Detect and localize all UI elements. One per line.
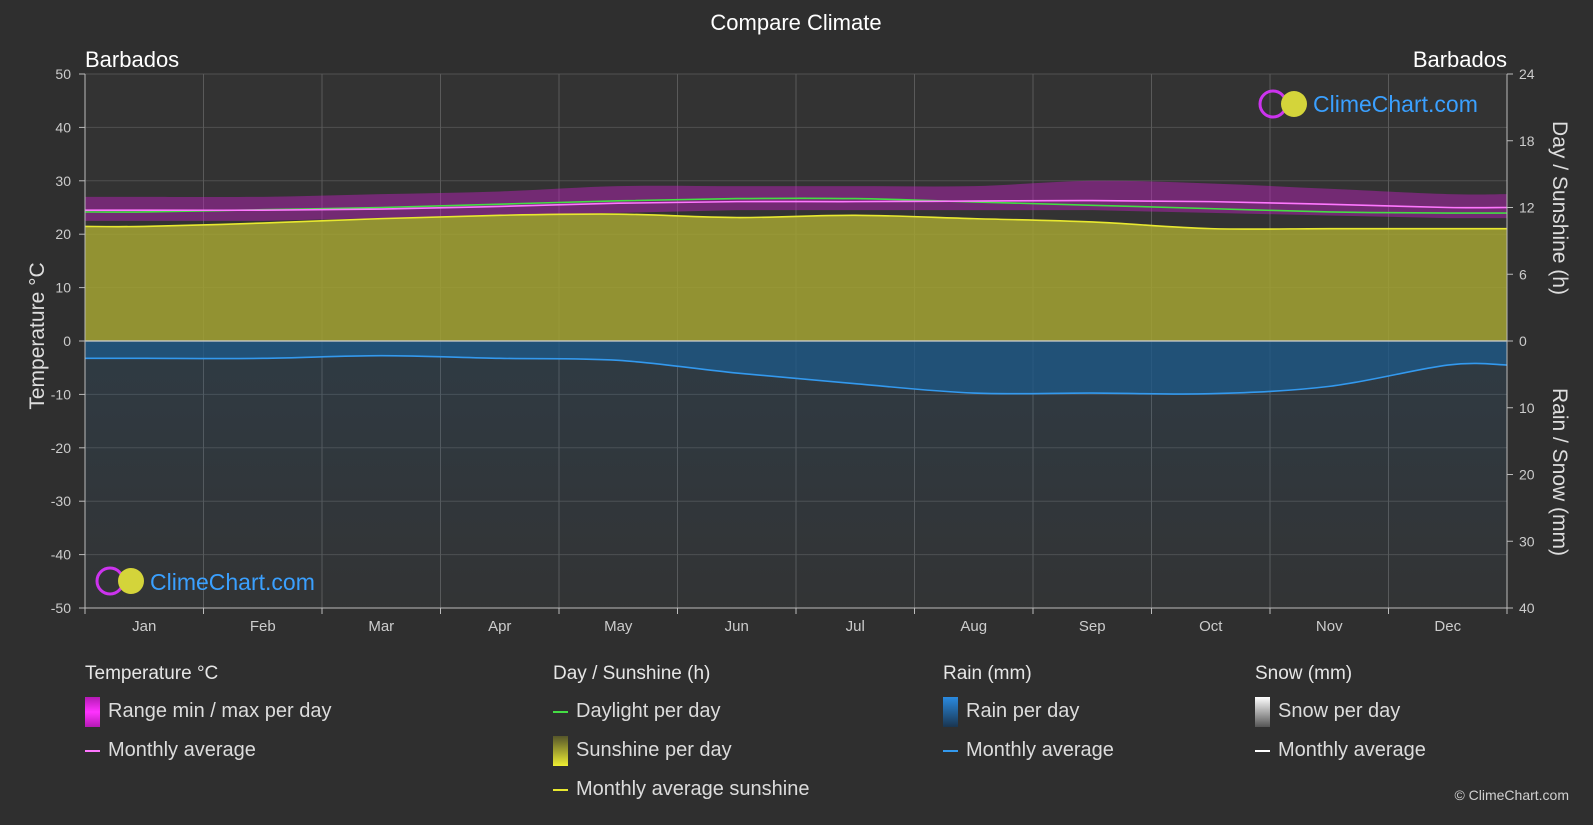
y-right-top-label: Day / Sunshine (h): [1548, 121, 1571, 295]
data-fills: [85, 180, 1507, 608]
y-left-tick-label: -50: [51, 600, 71, 616]
y-left-tick-label: -30: [51, 493, 71, 509]
y-right-bottom-label: Rain / Snow (mm): [1548, 388, 1571, 556]
climate-chart: Compare Climate Barbados Barbados 50 40 30…: [26, 10, 1571, 635]
y-right-bottom-tick-label: 10: [1519, 400, 1535, 416]
y-right-top-tick-label: 24: [1519, 66, 1535, 82]
legend-item-snow: Snow per day: [1255, 692, 1426, 731]
range-swatch: [85, 696, 100, 727]
legend-label: Rain per day: [966, 700, 1080, 722]
location-right: Barbados: [1413, 47, 1507, 72]
legend-header: Temperature °C: [85, 663, 219, 684]
rain-swatch: [943, 696, 958, 727]
x-tick-label: Jul: [846, 618, 865, 635]
watermark-logo-top: ClimeChart.com: [1258, 89, 1478, 119]
legend-item-temp-avg: Monthly average: [85, 731, 331, 770]
y-left-tick-label: 30: [55, 173, 71, 189]
x-tick-label: Oct: [1199, 618, 1223, 635]
daylight-swatch: [553, 710, 568, 713]
legend-item-sunshine: Sunshine per day: [553, 731, 809, 770]
x-tick-label: Aug: [960, 618, 987, 635]
rain-avg-line: [85, 354, 1508, 395]
legend-temperature: Temperature °C Range min / max per day M…: [85, 662, 331, 770]
legend-label: Monthly average: [1278, 739, 1426, 761]
y-left-tick-label: -40: [51, 547, 71, 563]
y-right-top-tick-label: 0: [1519, 333, 1527, 349]
sunshine-avg-line: [84, 213, 1507, 230]
y-left-tick-label: -20: [51, 440, 71, 456]
legend: Temperature °C Range min / max per day M…: [0, 662, 1593, 812]
legend-item-sunshine-avg: Monthly average sunshine: [553, 770, 809, 809]
y-left-tick-label: 0: [63, 333, 71, 349]
x-tick-label: Sep: [1079, 618, 1106, 635]
rain-shade: [85, 341, 1507, 608]
temperature-avg-line: [84, 199, 1508, 212]
x-tick-label: Feb: [250, 618, 276, 635]
logo-sun-icon: [118, 568, 144, 594]
snow-avg-swatch: [1255, 749, 1270, 752]
x-tick-label: Nov: [1316, 618, 1343, 635]
y-right-bottom-tick-label: 30: [1519, 533, 1535, 549]
legend-rain: Rain (mm) Rain per day Monthly average: [943, 662, 1114, 770]
x-tick-label: May: [604, 618, 633, 635]
legend-item-range: Range min / max per day: [85, 692, 331, 731]
sunshine-swatch: [553, 735, 568, 766]
watermark-logo-bottom: ClimeChart.com: [95, 566, 315, 596]
legend-label: Sunshine per day: [576, 739, 732, 761]
legend-header: Day / Sunshine (h): [553, 663, 711, 684]
legend-snow: Snow (mm) Snow per day Monthly average: [1255, 662, 1426, 770]
y-right-top-tick-label: 12: [1519, 200, 1535, 216]
legend-header: Rain (mm): [943, 663, 1032, 684]
legend-label: Range min / max per day: [108, 700, 332, 722]
y-right-top-tick-label: 18: [1519, 133, 1535, 149]
legend-label: Snow per day: [1278, 700, 1401, 722]
rain-avg-swatch: [943, 749, 958, 752]
y-left-label: Temperature °C: [26, 262, 49, 409]
y-left-tick-label: 10: [55, 280, 71, 296]
legend-sunshine: Day / Sunshine (h) Daylight per day Suns…: [553, 662, 809, 809]
snow-swatch: [1255, 696, 1270, 727]
x-tick-label: Dec: [1434, 618, 1461, 635]
legend-header: Snow (mm): [1255, 663, 1353, 684]
legend-item-rain-avg: Monthly average: [943, 731, 1114, 770]
watermark-text-top: ClimeChart.com: [1313, 91, 1478, 117]
x-tick-label: Mar: [368, 618, 394, 635]
location-left: Barbados: [85, 47, 179, 72]
copyright: © ClimeChart.com: [1454, 787, 1569, 803]
y-right-bottom-tick-label: 40: [1519, 600, 1535, 616]
data-lines: [84, 197, 1508, 395]
y-left-tick-label: 40: [55, 119, 71, 135]
legend-item-daylight: Daylight per day: [553, 692, 809, 731]
legend-label: Monthly average: [966, 739, 1114, 761]
y-right-top-tick-label: 6: [1519, 266, 1527, 282]
sunshine-avg-swatch: [553, 788, 568, 791]
y-left-tick-label: 20: [55, 226, 71, 242]
y-right-bottom-tick-label: 20: [1519, 467, 1535, 483]
logo-sun-icon: [1281, 91, 1307, 117]
axes: 50 40 30 20 10 0 -10 -20 -30 -40 -50 24 18 12 6 0 10 20 30…: [51, 66, 1535, 635]
x-tick-label: Jan: [132, 618, 156, 635]
x-tick-label: Jun: [725, 618, 749, 635]
legend-item-rain: Rain per day: [943, 692, 1114, 731]
y-left-tick-label: -10: [51, 386, 71, 402]
temp-avg-swatch: [85, 749, 100, 752]
watermark-text-bottom: ClimeChart.com: [150, 569, 315, 595]
y-left-tick-label: 50: [55, 66, 71, 82]
sunshine-area: [85, 214, 1507, 341]
legend-item-snow-avg: Monthly average: [1255, 731, 1426, 770]
legend-label: Daylight per day: [576, 700, 721, 722]
legend-label: Monthly average: [108, 739, 256, 761]
chart-title: Compare Climate: [710, 10, 881, 35]
x-tick-label: Apr: [488, 618, 511, 635]
legend-label: Monthly average sunshine: [576, 778, 810, 800]
